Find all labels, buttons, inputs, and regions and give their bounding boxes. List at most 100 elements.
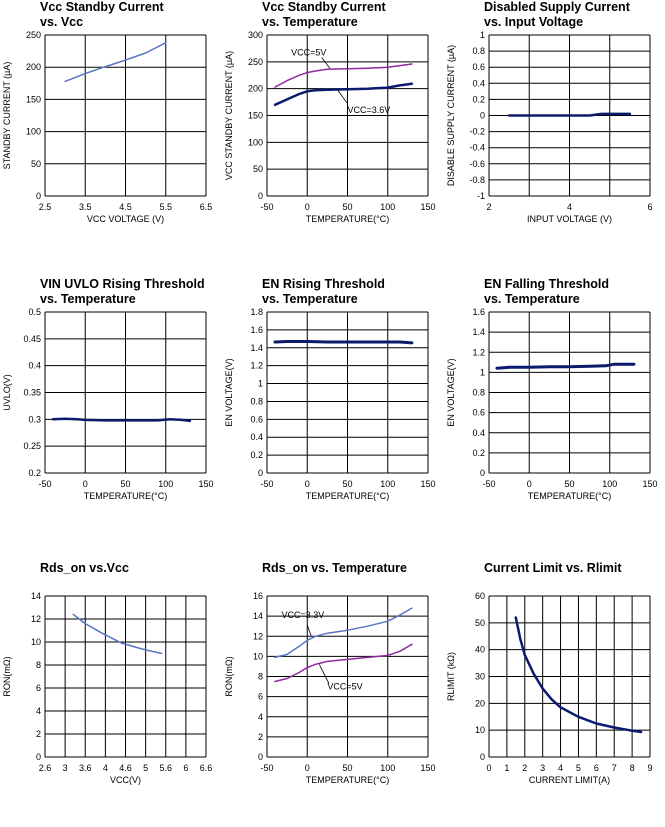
y-tick-label: 250 xyxy=(26,30,41,40)
x-tick-label: 6.6 xyxy=(200,763,213,773)
y-tick-label: 0.6 xyxy=(472,408,485,418)
y-tick-label: 1 xyxy=(258,379,263,389)
y-tick-label: 16 xyxy=(253,591,263,601)
x-tick-label: 0 xyxy=(305,202,310,212)
x-tick-label: -50 xyxy=(38,479,51,489)
x-tick-label: 50 xyxy=(564,479,574,489)
chart-title: EN Rising Threshold vs. Temperature xyxy=(262,277,385,306)
y-tick-label: 10 xyxy=(253,651,263,661)
x-tick-label: 100 xyxy=(602,479,617,489)
series-line xyxy=(274,63,413,88)
y-tick-label: -0.4 xyxy=(469,143,485,153)
x-tick-label: 2 xyxy=(486,202,491,212)
series-line xyxy=(274,643,413,683)
y-tick-label: 50 xyxy=(475,618,485,628)
y-tick-label: 0 xyxy=(258,468,263,478)
y-tick-label: 200 xyxy=(248,84,263,94)
y-tick-label: -0.6 xyxy=(469,159,485,169)
x-tick-label: 0 xyxy=(305,763,310,773)
y-tick-label: 0.6 xyxy=(472,62,485,72)
y-tick-label: 200 xyxy=(26,62,41,72)
annotation-leader xyxy=(306,625,312,637)
y-tick-label: 0.4 xyxy=(472,78,485,88)
x-tick-label: -50 xyxy=(260,202,273,212)
chart-title: Disabled Supply Current vs. Input Voltage xyxy=(484,0,630,29)
series-line xyxy=(51,417,192,423)
y-tick-label: 100 xyxy=(248,137,263,147)
x-tick-label: 6 xyxy=(183,763,188,773)
chart-title: Vcc Standby Current vs. Vcc xyxy=(40,0,164,29)
series-line xyxy=(273,340,414,345)
chart-title: Current Limit vs. Rlimit xyxy=(484,561,622,575)
y-tick-label: 1.6 xyxy=(250,325,263,335)
chart-en-falling: -50 0 50 100 15000.20.40.60.811.21.41.6TEMPE… xyxy=(446,307,658,501)
y-tick-label: 12 xyxy=(31,614,41,624)
x-axis-label: CURRENT LIMIT(A) xyxy=(529,775,610,785)
y-tick-label: 12 xyxy=(253,631,263,641)
y-tick-label: 6 xyxy=(258,692,263,702)
x-tick-label: 5 xyxy=(576,763,581,773)
series-line xyxy=(64,41,167,83)
x-tick-label: 9 xyxy=(647,763,652,773)
x-tick-label: 6 xyxy=(594,763,599,773)
y-tick-label: 0.8 xyxy=(472,46,485,56)
y-axis-label: UVLO(V) xyxy=(2,374,12,411)
chart-en-rising: -50 0 50 100 15000.20.40.60.811.21.41.61.8TE… xyxy=(224,307,436,501)
x-axis-label: INPUT VOLTAGE (V) xyxy=(527,214,612,224)
chart-title: EN Falling Threshold vs. Temperature xyxy=(484,277,610,306)
chart-title: VIN UVLO Rising Threshold vs. Temperature xyxy=(40,277,205,306)
x-tick-label: 3 xyxy=(540,763,545,773)
x-tick-label: 3.6 xyxy=(79,763,92,773)
x-tick-label: 2.5 xyxy=(39,202,52,212)
series-line xyxy=(273,82,414,107)
y-tick-label: 8 xyxy=(36,660,41,670)
chart-panel-3: Disabled Supply Current vs. Input Voltage… xyxy=(444,0,665,266)
y-tick-label: 1.4 xyxy=(250,343,263,353)
series-line xyxy=(514,616,643,734)
chart-panel-7: Rds_on vs.Vcc 2.6 3 3.6 4 4.6 5 5.6 6 6.6 0 2 4 6 8 10… xyxy=(0,561,221,827)
x-tick-label: 150 xyxy=(420,202,435,212)
x-tick-label: 5.5 xyxy=(159,202,172,212)
y-tick-label: 1.8 xyxy=(250,307,263,317)
y-tick-label: 150 xyxy=(248,111,263,121)
x-axis-label: TEMPERATURE(°C) xyxy=(84,491,167,501)
y-tick-label: 4 xyxy=(36,706,41,716)
chart-panel-1: Vcc Standby Current vs. Vcc 2.5 3.5 4.5 5.5 6… xyxy=(0,0,221,266)
x-axis-label: TEMPERATURE(°C) xyxy=(528,491,611,501)
x-tick-label: 100 xyxy=(380,479,395,489)
y-axis-label: STANDBY CURRENT (µA) xyxy=(2,62,12,170)
y-tick-label: 2 xyxy=(258,732,263,742)
annotation-leader xyxy=(318,664,330,684)
series-line xyxy=(274,607,413,659)
x-tick-label: 4 xyxy=(103,763,108,773)
x-tick-label: 1 xyxy=(504,763,509,773)
chart-disabled-supply-current: 2 4 6 -1 -0.8 -0.6 -0.4 -0.2 0 0.2 0.4 0.6 0.8 1 INPUT… xyxy=(446,30,653,224)
y-tick-label: 300 xyxy=(248,30,263,40)
x-tick-label: 4.6 xyxy=(119,763,132,773)
y-tick-label: -0.8 xyxy=(469,175,485,185)
x-tick-label: -50 xyxy=(260,479,273,489)
x-tick-label: 3.5 xyxy=(79,202,92,212)
y-tick-label: 0.25 xyxy=(23,441,41,451)
annotation-leader xyxy=(321,57,331,69)
chart-vcc-standby-vs-temp: -50 0 50 100 150050100150200250300TEMPERATUR… xyxy=(224,30,436,224)
x-tick-label: 2 xyxy=(522,763,527,773)
x-tick-label: 0 xyxy=(486,763,491,773)
annotation-label: VCC=5V xyxy=(327,682,362,692)
x-tick-label: 150 xyxy=(420,763,435,773)
y-tick-label: 0 xyxy=(258,191,263,201)
x-axis-label: TEMPERATURE(°C) xyxy=(306,214,389,224)
y-tick-label: 250 xyxy=(248,57,263,67)
x-tick-label: 50 xyxy=(342,763,352,773)
x-axis-label: TEMPERATURE(°C) xyxy=(306,775,389,785)
chart-panel-4: VIN UVLO Rising Threshold vs. Temperature… xyxy=(0,277,221,543)
y-tick-label: -0.2 xyxy=(469,127,485,137)
x-tick-label: 6 xyxy=(647,202,652,212)
y-tick-label: 10 xyxy=(475,725,485,735)
x-tick-label: 100 xyxy=(380,202,395,212)
annotation-leader xyxy=(337,90,348,104)
y-tick-label: 0.2 xyxy=(472,94,485,104)
x-tick-label: 150 xyxy=(420,479,435,489)
y-axis-label: RON(mΩ) xyxy=(2,656,12,696)
y-tick-label: 1 xyxy=(480,30,485,40)
